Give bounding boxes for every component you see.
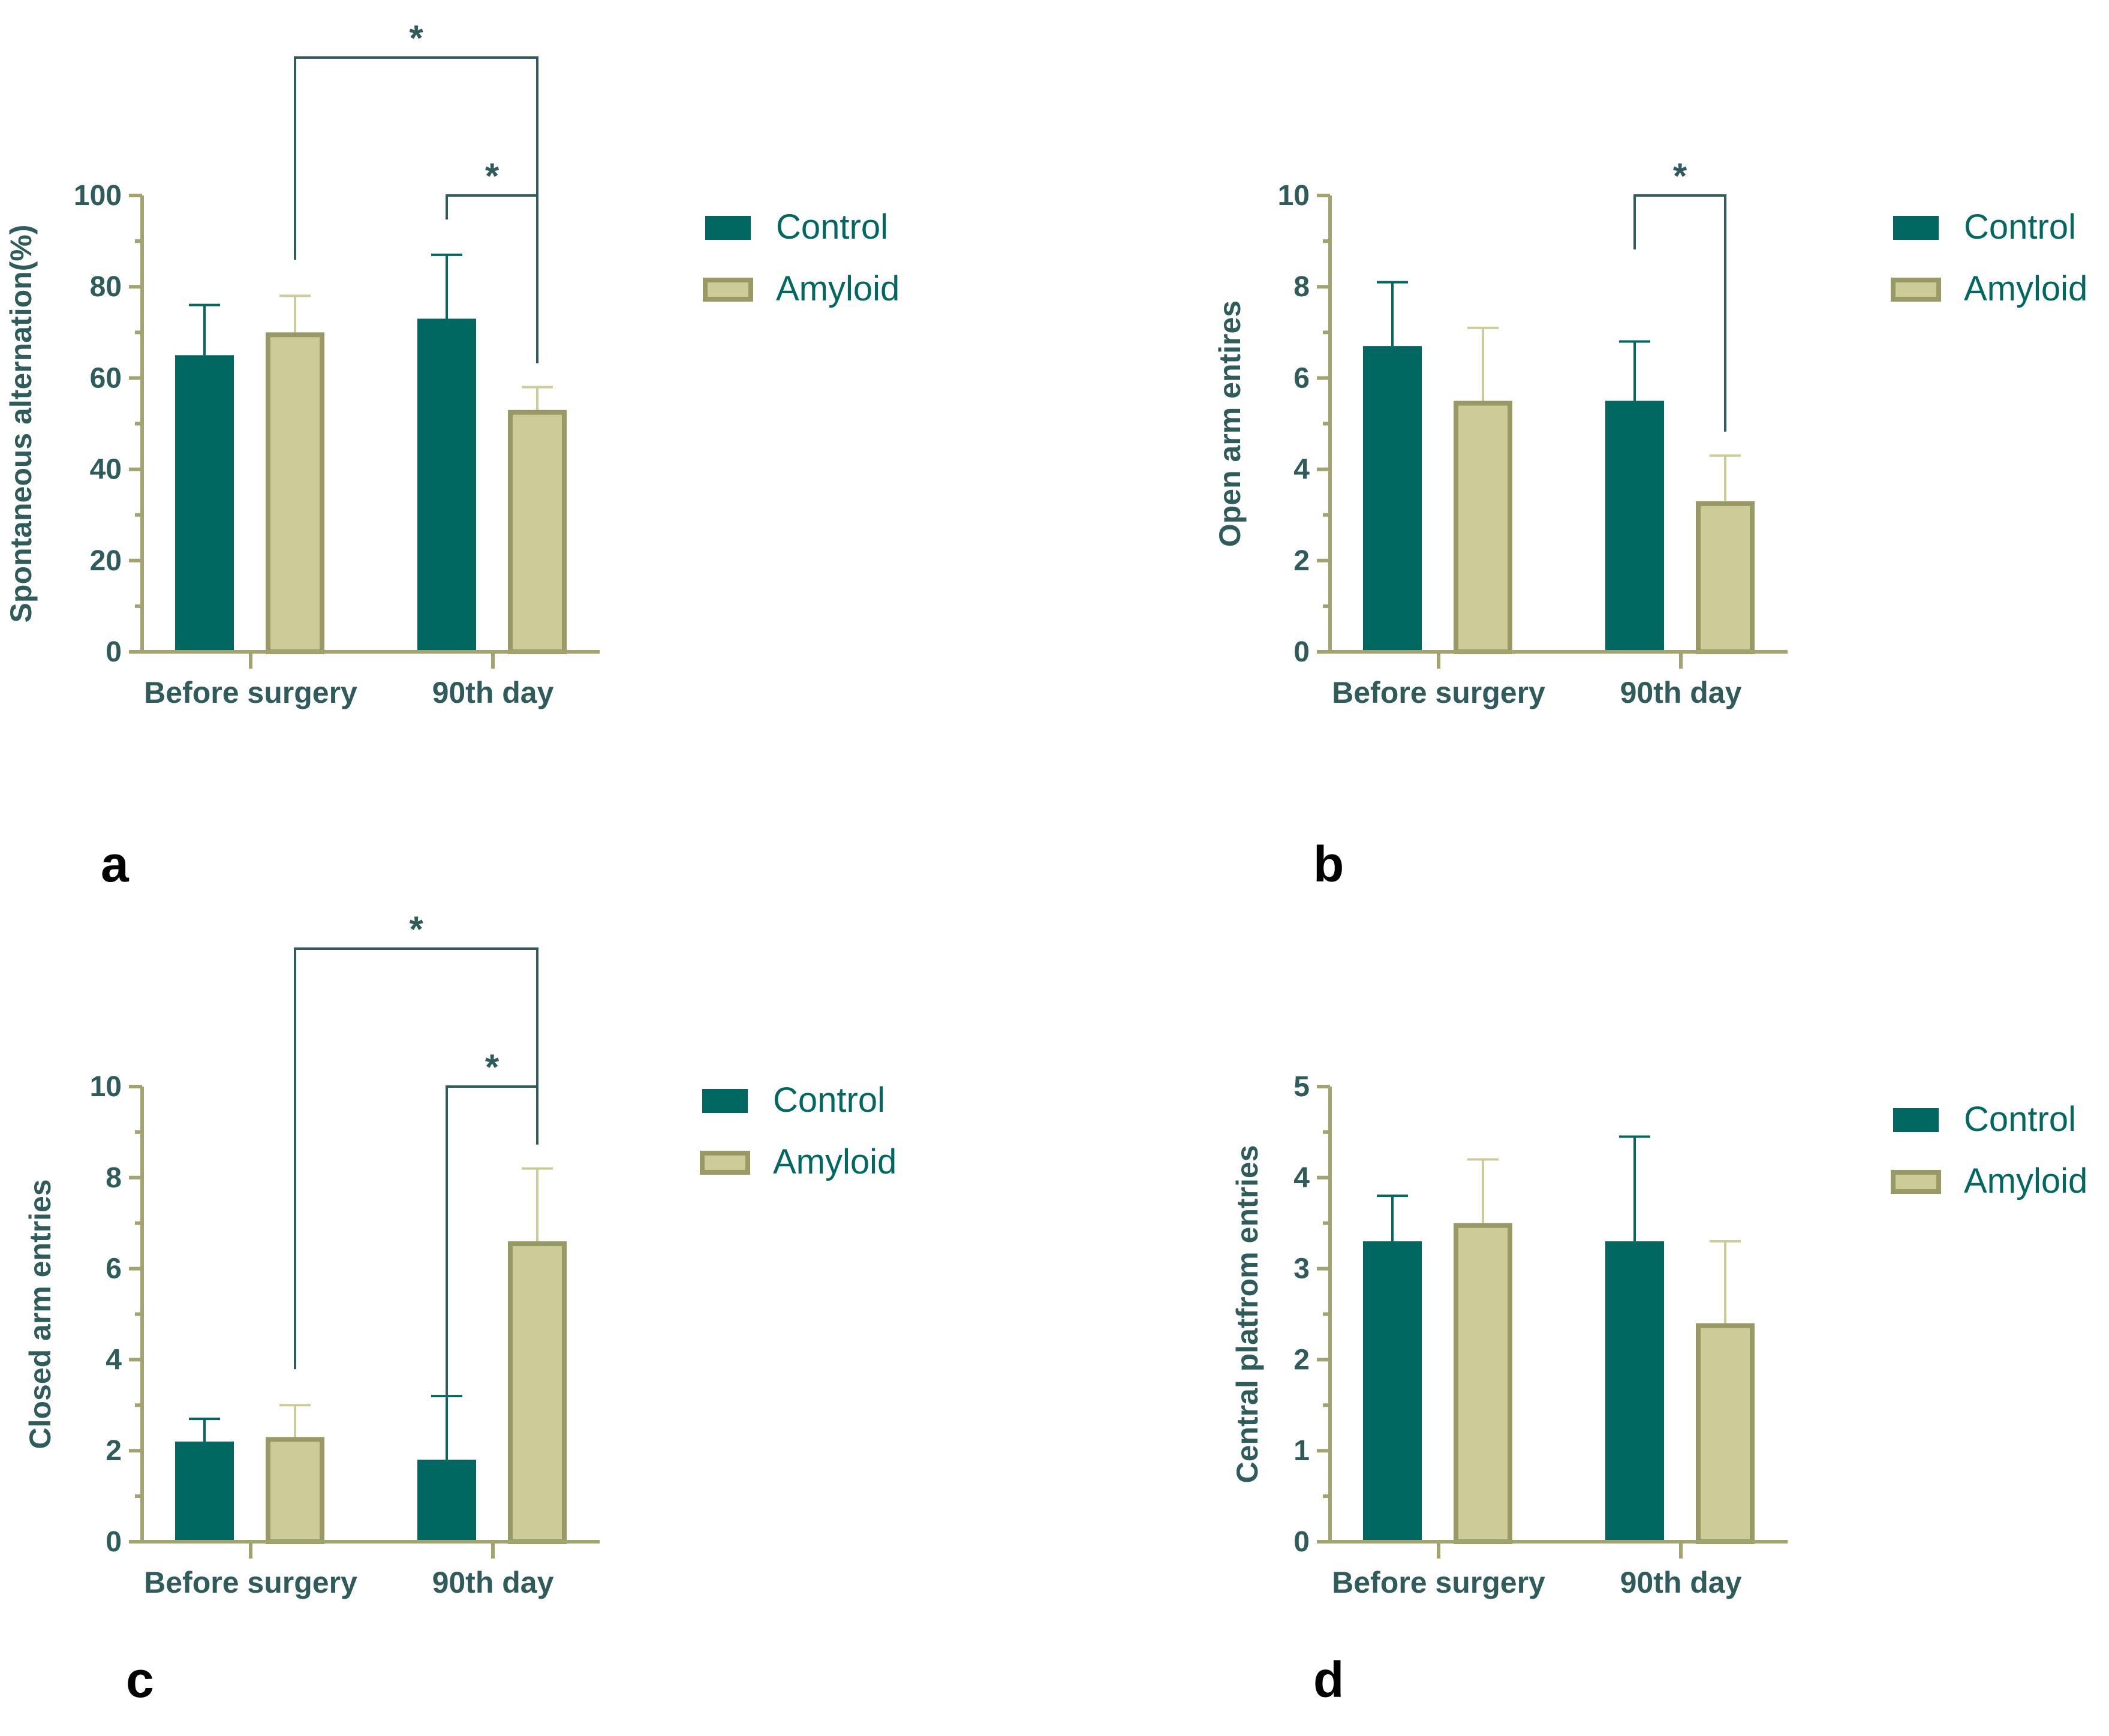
y-tick-label: 40 bbox=[90, 454, 122, 486]
legend-label-control: Control bbox=[1964, 1100, 2076, 1139]
bar-control-90th-day bbox=[1605, 1241, 1664, 1542]
x-tick-label: Before surgery bbox=[1332, 1566, 1545, 1599]
legend-label-control: Control bbox=[1964, 207, 2076, 246]
y-axis-title: Central platfrom entries bbox=[1230, 1145, 1264, 1483]
y-axis-title: Open arm entires bbox=[1213, 300, 1247, 547]
legend-swatch-control bbox=[702, 1089, 748, 1113]
bar-control-before-surgery bbox=[175, 1442, 234, 1542]
bar-amyloid-before-surgery bbox=[266, 1437, 324, 1544]
y-tick-label: 1 bbox=[1293, 1435, 1310, 1467]
y-tick-label: 10 bbox=[90, 1071, 122, 1103]
y-tick-label: 2 bbox=[1293, 545, 1310, 577]
significance-marker: * bbox=[485, 1047, 500, 1087]
legend-label-amyloid: Amyloid bbox=[1964, 269, 2087, 308]
panel-letter: a bbox=[101, 836, 130, 892]
significance-marker: * bbox=[1673, 156, 1687, 196]
significance-bracket bbox=[446, 194, 538, 363]
significance-bracket bbox=[294, 56, 538, 363]
bar-control-before-surgery bbox=[1363, 1241, 1422, 1542]
significance-bracket bbox=[446, 1085, 538, 1398]
significance-marker: * bbox=[409, 909, 423, 949]
x-tick-label: Before surgery bbox=[144, 1566, 357, 1599]
panel-letter: c bbox=[126, 1651, 154, 1708]
y-tick-label: 5 bbox=[1293, 1071, 1310, 1103]
y-tick-label: 4 bbox=[1293, 1162, 1310, 1194]
significance-marker: * bbox=[409, 18, 423, 58]
y-tick-label: 10 bbox=[1278, 180, 1310, 212]
panel-b: 0 2 4 6 8 10 Before surgery 90th day Open arm en… bbox=[1213, 156, 2087, 892]
bar-control-90th-day bbox=[417, 318, 476, 652]
bar-amyloid-before-surgery bbox=[266, 332, 324, 654]
bar-control-before-surgery bbox=[1363, 346, 1422, 652]
panel-d: 0 1 2 3 4 5 Before surgery 90th day Central plat… bbox=[1230, 1071, 2087, 1708]
x-tick-label: Before surgery bbox=[1332, 676, 1545, 709]
legend-swatch-amyloid bbox=[1891, 278, 1941, 302]
bar-amyloid-before-surgery bbox=[1454, 1223, 1512, 1544]
x-tick-label: 90th day bbox=[1620, 676, 1742, 709]
legend-swatch-amyloid bbox=[700, 1151, 750, 1175]
panel-a: 0 20 40 60 80 100 Before surgery 90th day Sponta… bbox=[4, 18, 899, 892]
x-tick-label: 90th day bbox=[432, 1566, 554, 1599]
legend-swatch-control bbox=[1893, 216, 1939, 240]
y-tick-label: 8 bbox=[1293, 271, 1310, 303]
y-tick-label: 0 bbox=[106, 636, 122, 668]
y-tick-label: 4 bbox=[1293, 454, 1310, 486]
legend-label-control: Control bbox=[776, 207, 888, 246]
bar-control-90th-day bbox=[417, 1460, 476, 1542]
y-tick-label: 100 bbox=[74, 180, 122, 212]
significance-marker: * bbox=[485, 156, 500, 196]
legend-label-amyloid: Amyloid bbox=[776, 269, 899, 308]
y-tick-label: 2 bbox=[106, 1435, 122, 1467]
y-tick-label: 6 bbox=[106, 1253, 122, 1285]
legend-swatch-amyloid bbox=[1891, 1170, 1941, 1194]
bar-amyloid-before-surgery bbox=[1454, 401, 1512, 654]
y-tick-label: 0 bbox=[106, 1526, 122, 1558]
bar-amyloid-90th-day bbox=[508, 410, 567, 654]
legend-label-amyloid: Amyloid bbox=[773, 1142, 896, 1181]
bar-amyloid-90th-day bbox=[1696, 501, 1755, 654]
y-tick-label: 80 bbox=[90, 271, 122, 303]
panel-letter: d bbox=[1313, 1651, 1344, 1708]
bar-amyloid-90th-day bbox=[508, 1241, 567, 1545]
legend-label-control: Control bbox=[773, 1081, 885, 1120]
y-tick-label: 6 bbox=[1293, 362, 1310, 394]
bar-control-90th-day bbox=[1605, 401, 1664, 652]
x-tick-label: 90th day bbox=[1620, 1566, 1742, 1599]
y-axis-title: Spontaneous alternation(%) bbox=[4, 225, 38, 623]
x-tick-label: Before surgery bbox=[144, 676, 357, 709]
y-axis-title: Closed arm entries bbox=[23, 1179, 57, 1449]
y-tick-label: 20 bbox=[90, 545, 122, 577]
significance-bracket bbox=[1633, 194, 1726, 432]
x-tick-label: 90th day bbox=[432, 676, 554, 709]
bar-control-before-surgery bbox=[175, 355, 234, 652]
legend-label-amyloid: Amyloid bbox=[1964, 1162, 2087, 1201]
legend-swatch-control bbox=[705, 216, 751, 240]
y-tick-label: 0 bbox=[1293, 1526, 1310, 1558]
legend-swatch-control bbox=[1893, 1108, 1939, 1132]
legend-swatch-amyloid bbox=[703, 278, 753, 302]
y-tick-label: 4 bbox=[106, 1344, 122, 1376]
y-tick-label: 0 bbox=[1293, 636, 1310, 668]
bar-amyloid-90th-day bbox=[1696, 1323, 1755, 1544]
y-tick-label: 60 bbox=[90, 362, 122, 394]
y-tick-label: 2 bbox=[1293, 1344, 1310, 1376]
significance-bracket bbox=[294, 947, 538, 1370]
panel-letter: b bbox=[1313, 836, 1344, 892]
y-tick-label: 8 bbox=[106, 1162, 122, 1194]
y-tick-label: 3 bbox=[1293, 1253, 1310, 1285]
panel-c: 0 2 4 6 8 10 Before surgery 90th day Closed arm … bbox=[23, 909, 896, 1708]
